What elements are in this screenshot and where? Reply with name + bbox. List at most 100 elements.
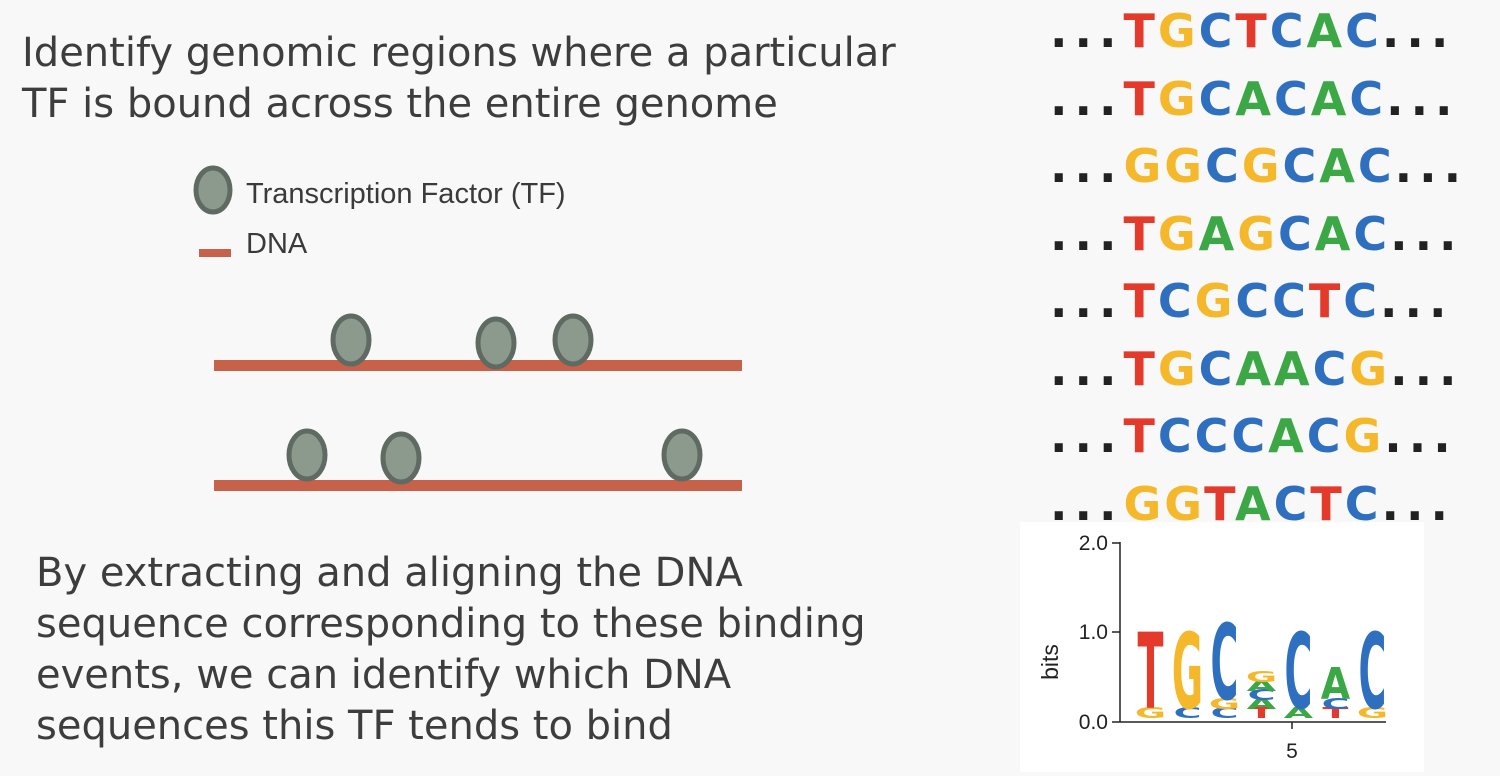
dna-strand-2 [214,480,742,491]
base-G: G [1241,139,1283,193]
ellipsis-prefix: ... [1050,274,1124,328]
base-C: C [1349,71,1387,126]
base-T: T [1123,341,1158,396]
ellipsis-suffix: ... [1381,4,1456,58]
base-G: G [1237,206,1278,261]
logo-letter-G: G [1209,695,1240,713]
base-C: C [1204,139,1242,193]
sequence-bases: TCCCACG [1123,409,1384,463]
sequence-bases: TGCTCAC [1123,4,1381,58]
tf-protein [286,428,328,482]
ellipsis-prefix: ... [1050,4,1124,58]
ellipsis-prefix: ... [1050,476,1124,531]
logo-letter-G: G [1357,704,1388,722]
logo-letter-T: T [1323,704,1349,722]
tf-legend-label: Transcription Factor (TF) [246,178,566,210]
base-C: C [1198,341,1236,396]
sequence-row: ...TGCTCAC... [1050,4,1455,64]
base-C: C [1194,409,1232,463]
base-G: G [1157,4,1199,58]
binding-diagram: Transcription Factor (TF) DNA [193,165,742,491]
sequence-row: ...TCGCCTC... [1050,274,1453,334]
base-A: A [1310,71,1350,126]
sequence-row: ...TGAGCAC... [1050,207,1464,267]
base-G: G [1157,206,1199,261]
base-G: G [1157,341,1199,396]
base-C: C [1357,139,1395,193]
base-C: C [1353,206,1391,261]
conclusion-line-3: events, we can identify which DNA [36,652,732,698]
ellipsis-suffix: ... [1394,139,1469,193]
sequence-bases: GGCGCAC [1123,139,1394,193]
sequence-row: ...TGCAACG... [1050,342,1464,402]
tf-protein [552,313,594,367]
base-C: C [1312,341,1350,396]
sequence-bases: TGCAACG [1123,342,1390,396]
sequence-bases: TGAGCAC [1123,207,1390,261]
logo-ylabel: bits [1037,644,1063,680]
base-A: A [1235,341,1274,396]
base-C: C [1344,476,1382,531]
tf-protein [380,431,422,485]
sequence-bases: GGTACTC [1123,477,1381,531]
ellipsis-prefix: ... [1050,341,1124,396]
base-A: A [1268,409,1307,463]
ellipsis-suffix: ... [1384,409,1458,463]
tf-protein [475,316,517,370]
logo-letter-G: G [1172,612,1203,733]
base-C: C [1343,274,1381,328]
base-C: C [1157,409,1195,463]
base-G: G [1157,71,1199,126]
base-C: C [1273,71,1311,126]
base-C: C [1277,206,1315,261]
sequence-bases: TGCACAC [1123,72,1386,126]
base-A: A [1314,206,1354,261]
logo-letter-C: C [1359,612,1387,733]
tf-protein [330,313,372,367]
logo-letter-A: A [1321,658,1351,709]
logo-letter-A: A [1247,695,1277,713]
heading-line-2: TF is bound across the entire genome [22,81,778,127]
ellipsis-suffix: ... [1390,341,1464,396]
base-G: G [1343,409,1385,463]
base-C: C [1306,409,1344,463]
ellipsis-prefix: ... [1050,71,1124,126]
conclusion-line-1: By extracting and aligning the DNA [36,550,743,596]
dna-legend-label: DNA [246,228,308,260]
base-A: A [1319,139,1358,193]
logo-letter-C: C [1285,612,1313,733]
dna-strand-1 [214,360,742,371]
base-T: T [1310,476,1345,531]
logo-letter-C: C [1211,603,1239,724]
ellipsis-prefix: ... [1050,409,1124,463]
base-C: C [1231,409,1269,463]
logo-letter-A: A [1247,677,1277,695]
base-C: C [1157,274,1195,328]
base-G: G [1349,341,1391,396]
sequence-row: ...GGCGCAC... [1050,139,1468,199]
base-A: A [1234,476,1274,531]
base-G: G [1164,476,1205,531]
base-C: C [1282,139,1320,193]
sequence-row: ...GGTACTC... [1050,477,1455,537]
conclusion-line-4: sequences this TF tends to bind [36,703,673,749]
base-G: G [1194,274,1236,328]
base-C: C [1273,476,1311,531]
ellipsis-suffix: ... [1381,476,1455,531]
logo-letter-G: G [1135,704,1166,722]
logo-letter-C: C [1248,686,1276,704]
logo-letter-C: C [1211,704,1239,722]
base-G: G [1164,139,1205,193]
base-G: G [1123,139,1165,193]
conclusion-text: By extracting and aligning the DNA seque… [36,548,936,752]
base-T: T [1123,274,1158,328]
base-A: A [1198,206,1238,261]
base-T: T [1123,71,1158,126]
logo-letter-C: C [1174,704,1202,722]
base-T: T [1204,476,1235,531]
base-A: A [1235,71,1274,126]
base-C: C [1345,4,1382,58]
heading: Identify genomic regions where a particu… [22,28,942,130]
